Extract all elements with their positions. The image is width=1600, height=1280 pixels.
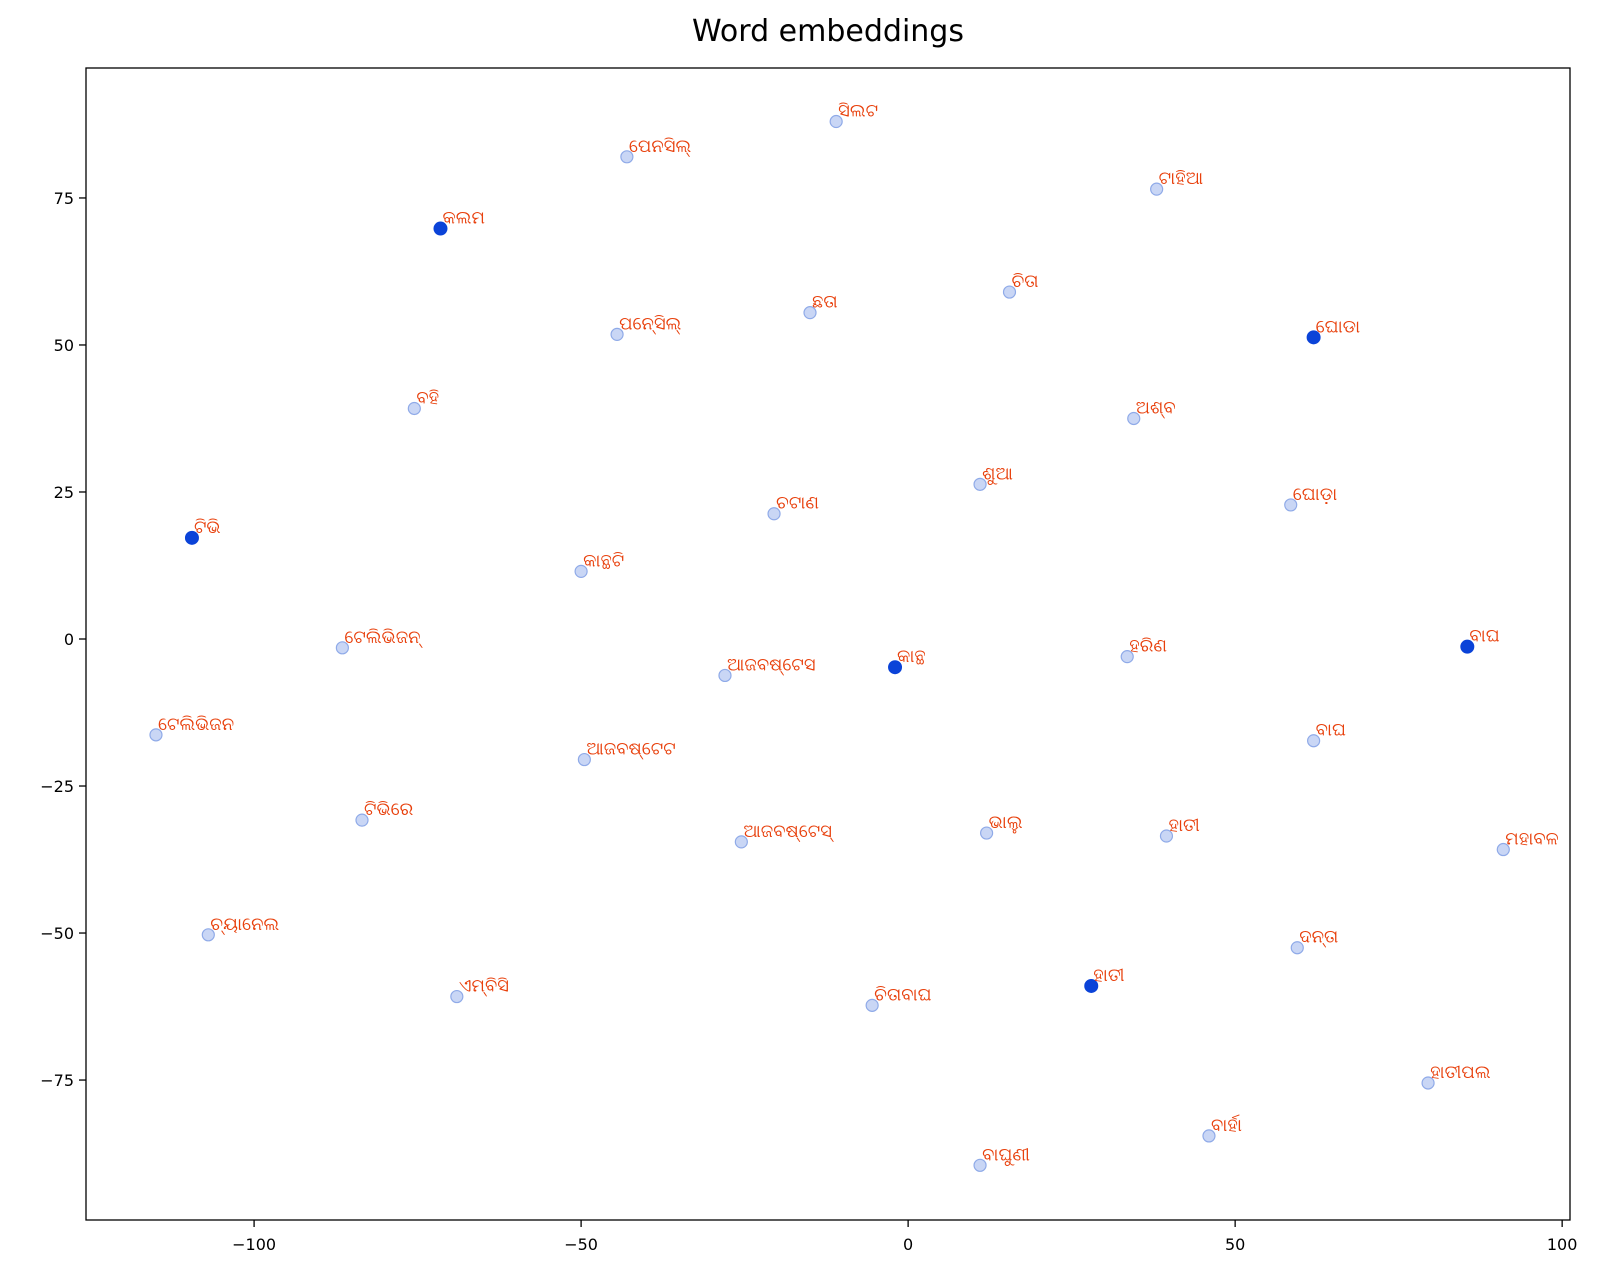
neighbor-point <box>718 668 732 683</box>
point-label: ହାତୀ <box>1093 965 1124 986</box>
neighbor-point <box>767 507 781 521</box>
neighbor-point <box>973 477 987 491</box>
point-label: ଛତା <box>812 292 838 313</box>
highlight-point <box>184 530 199 545</box>
neighbor-point <box>620 150 634 164</box>
highlight-point <box>1460 639 1475 654</box>
neighbor-point <box>1150 182 1164 196</box>
neighbor-point <box>973 1158 987 1172</box>
neighbor-point <box>1159 829 1174 843</box>
neighbor-point <box>577 752 591 767</box>
point-label: ଅଶ୍ବ <box>1136 397 1176 418</box>
y-tick-label: −25 <box>40 777 74 796</box>
point-label: ବାଘ <box>1469 626 1499 647</box>
plot-area-frame <box>85 67 1571 1221</box>
neighbor-point <box>734 835 748 849</box>
point-label: ଟେଲିଭିଜନ <box>158 714 234 735</box>
neighbor-point <box>980 826 994 840</box>
chart-title: Word embeddings <box>692 14 964 49</box>
neighbor-point <box>201 928 215 942</box>
x-tick-label: 50 <box>1225 1235 1245 1254</box>
neighbor-point <box>829 114 843 129</box>
point-label: ଟିଭି <box>194 517 221 538</box>
point-label: ଟେଲିଭିଜନ୍ <box>344 627 423 648</box>
point-label: ଘୋଡ଼ା <box>1293 484 1338 505</box>
neighbor-point <box>149 728 163 742</box>
point-label: ବାର୍ହା <box>1211 1114 1242 1136</box>
point-label: ହାତୀ <box>1168 815 1199 836</box>
x-tick-label: 0 <box>903 1235 913 1254</box>
point-label: ବହି <box>416 387 439 408</box>
point-label: କାନ୍ଥଟି <box>583 550 624 571</box>
highlight-point <box>1084 978 1099 993</box>
point-label: କଲମ <box>442 208 484 229</box>
y-tick-label: 75 <box>54 189 74 208</box>
point-label: ଭାଲୁ <box>989 812 1023 833</box>
neighbor-point <box>335 641 349 655</box>
highlight-point <box>433 221 448 236</box>
point-label: ଚିତାବାଘ <box>874 984 931 1005</box>
point-label: ଏମ୍ବିସି <box>459 976 509 997</box>
y-tick-label: −50 <box>40 924 74 943</box>
point-label: ଦନ୍ତା <box>1299 927 1338 948</box>
neighbor-point <box>574 564 588 578</box>
scatter-points <box>149 114 1510 1172</box>
neighbor-point <box>610 327 624 341</box>
neighbor-point <box>1002 285 1017 299</box>
point-label: ଶୁଆ <box>982 463 1013 484</box>
axis-ticks: −100 −50 0 50 100 −75 −50 −25 0 25 50 75 <box>40 189 1577 1254</box>
neighbor-point <box>1120 650 1134 664</box>
neighbor-point <box>1421 1076 1435 1090</box>
point-label: ପନେ୍ସିଲ୍ <box>619 313 682 334</box>
neighbor-point <box>803 306 817 320</box>
point-label: ମହାବଳ <box>1505 829 1558 850</box>
y-tick-label: 25 <box>54 483 74 502</box>
point-label: ଆଜବଷ୍ଟେସ <box>727 654 816 675</box>
point-label: ସିଲଟ <box>838 101 878 122</box>
point-label: ଚିତା <box>1011 271 1038 292</box>
point-label: ଘୋଡା <box>1316 316 1361 337</box>
neighbor-point <box>407 401 421 416</box>
highlight-point <box>1306 330 1321 345</box>
x-tick-label: −50 <box>564 1235 598 1254</box>
neighbor-point <box>355 813 369 827</box>
point-labels: ସିଲଟ ପେନସିଲ୍ ଟାହିଆ କଲମ ଚିତା ଛତା ପନେ୍ସିଲ୍ ଘୋଡା ବହ… <box>158 101 1559 1166</box>
y-tick-label: 50 <box>54 336 74 355</box>
point-label: ବାଘୁଣୀ <box>982 1144 1030 1165</box>
point-label: ଆଜବଷ୍ଟେଟ <box>586 739 675 760</box>
point-label: କାନ୍ଥ <box>897 646 926 667</box>
y-tick-label: −75 <box>40 1071 74 1090</box>
neighbor-point <box>1496 842 1510 857</box>
x-tick-label: −100 <box>232 1235 276 1254</box>
neighbor-point <box>1290 941 1304 955</box>
neighbor-point <box>1127 411 1141 426</box>
neighbor-point <box>865 998 879 1012</box>
point-label: ଚଟାଣ <box>776 493 819 514</box>
neighbor-point <box>1202 1129 1216 1143</box>
point-label: ବାଘ <box>1316 720 1346 741</box>
point-label: ଟାହିଆ <box>1159 168 1204 189</box>
y-tick-label: 0 <box>64 630 74 649</box>
highlight-point <box>888 660 903 675</box>
point-label: ହରିଣ <box>1129 636 1167 657</box>
neighbor-point <box>450 989 464 1004</box>
point-label: ପେନସିଲ୍ <box>629 136 692 157</box>
neighbor-point <box>1284 498 1298 512</box>
point-label: ହାତୀପଲ <box>1430 1062 1491 1083</box>
neighbor-point <box>1307 734 1321 748</box>
point-label: ଟିଭିରେ <box>364 799 414 820</box>
x-tick-label: 100 <box>1547 1235 1578 1254</box>
point-label: ଚ୍ୟାନେଲ <box>210 914 279 935</box>
point-label: ଆଜବଷ୍ଟେସ୍ <box>743 821 834 842</box>
